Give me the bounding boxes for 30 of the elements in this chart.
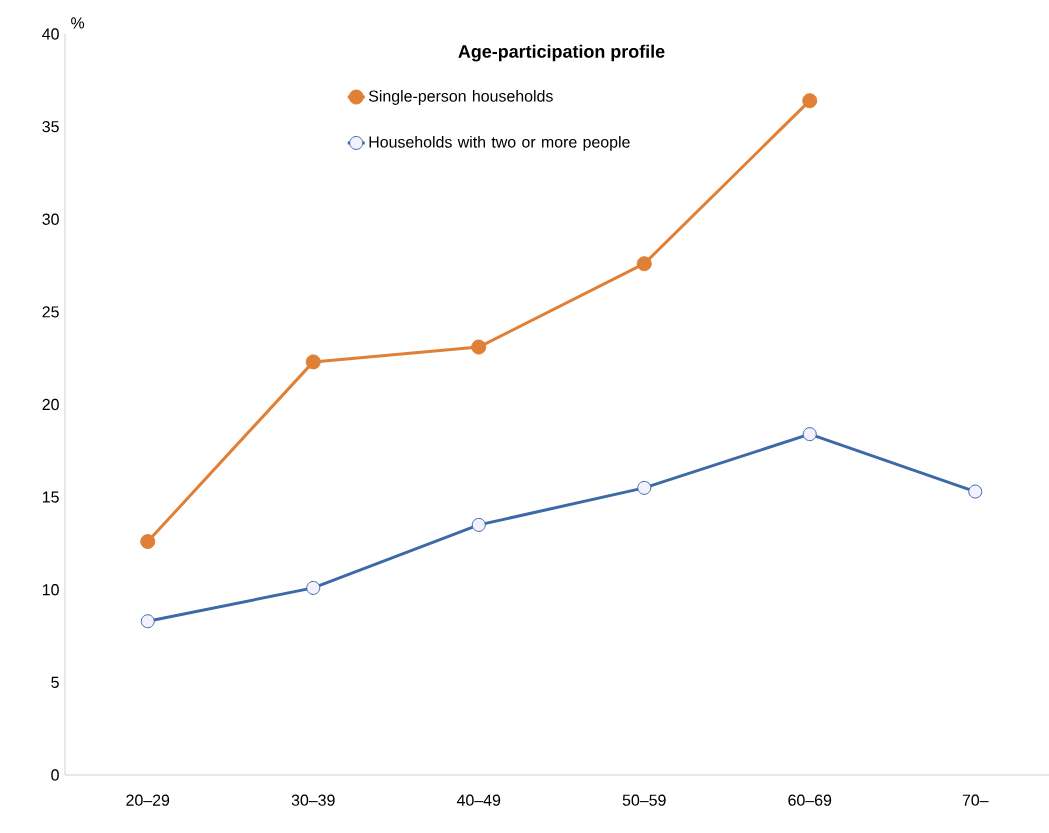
point: [471, 339, 487, 355]
x-tick-label: 50–59: [622, 794, 666, 806]
point: [306, 580, 321, 595]
point: [802, 427, 817, 442]
legend-label: Households with two or more people: [369, 135, 630, 151]
y-tick-label: 0: [51, 769, 59, 781]
x-tick-label: 30–39: [291, 794, 335, 806]
point: [802, 93, 818, 109]
y-axis-title: %: [71, 17, 85, 29]
point: [140, 614, 155, 629]
x-tick-label: 20–29: [126, 794, 170, 806]
point: [305, 354, 321, 370]
y-tick-label: 15: [42, 491, 59, 503]
y-tick-label: 20: [42, 398, 59, 411]
x-tick-label: 60–69: [788, 794, 832, 806]
x-tick-label: 40–49: [456, 794, 501, 806]
y-tick-label: 30: [42, 213, 59, 225]
y-tick-label: 10: [42, 584, 59, 596]
point: [140, 534, 156, 550]
y-tick-label: 40: [42, 28, 59, 40]
y-tick-label: 5: [51, 676, 59, 688]
text: Age-participation profile: [458, 44, 665, 62]
point: [471, 517, 486, 532]
point: [636, 256, 652, 272]
point: [968, 484, 983, 499]
x-tick-label: 70–: [962, 794, 989, 806]
point: [637, 480, 652, 495]
y-tick-label: 35: [42, 120, 59, 133]
legend-label: Single-person households: [368, 90, 553, 105]
y-tick-label: 25: [42, 306, 59, 318]
